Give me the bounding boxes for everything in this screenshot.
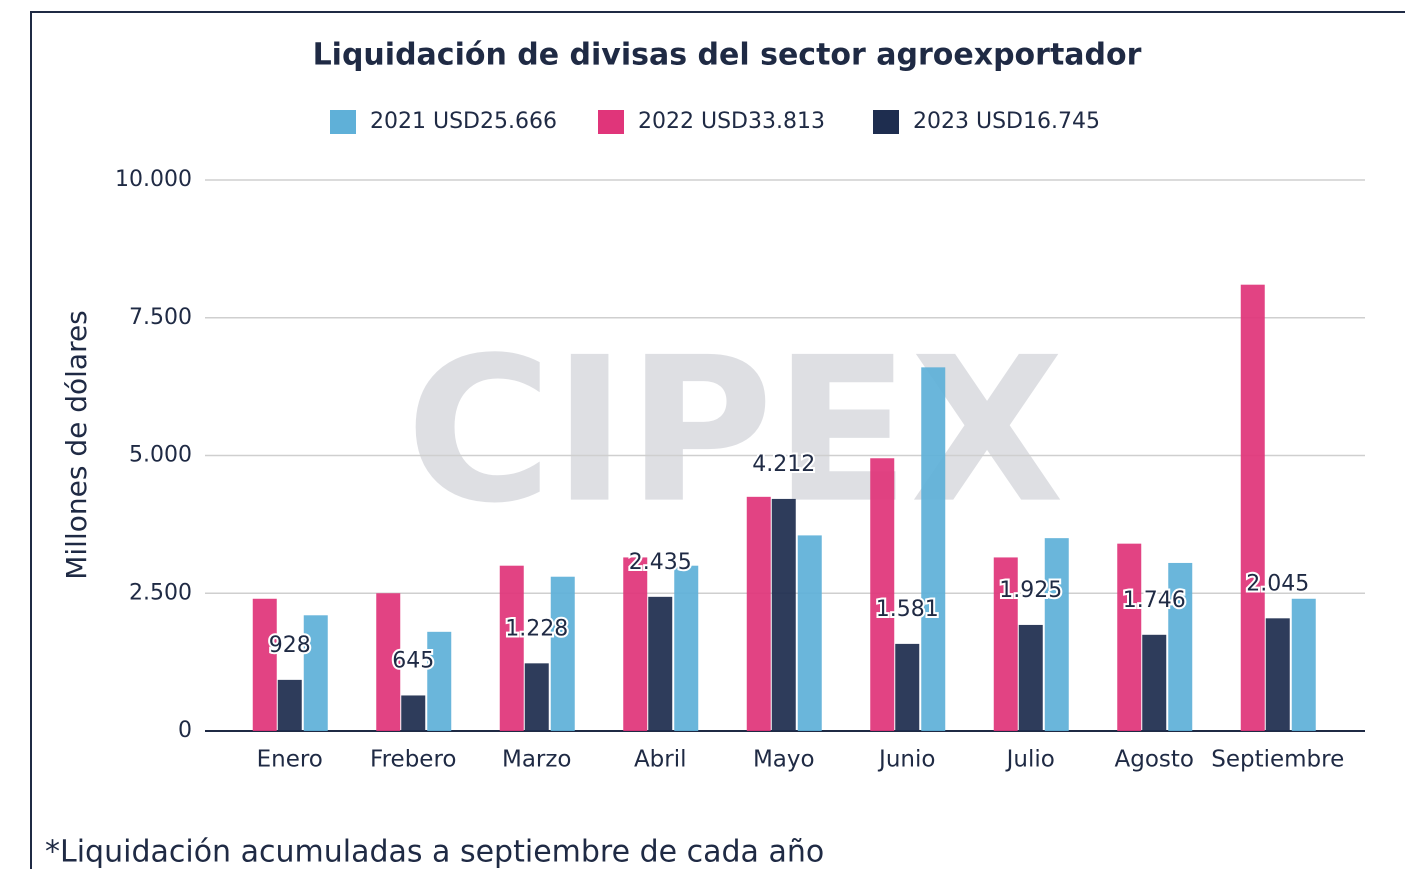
data-label: 2.435 <box>629 550 692 575</box>
bar <box>1018 624 1043 731</box>
bar <box>499 565 524 731</box>
legend-swatch <box>330 110 356 134</box>
y-axis-label: Millones de dólares <box>60 310 93 580</box>
bar <box>895 643 920 731</box>
bar <box>550 576 575 731</box>
bar <box>1240 284 1265 731</box>
bar <box>1168 562 1193 731</box>
bar <box>648 596 673 731</box>
bar <box>623 557 648 731</box>
bar <box>303 615 328 731</box>
bar <box>870 458 895 731</box>
legend-swatch <box>873 110 899 134</box>
y-tick-label: 0 <box>178 718 192 743</box>
x-tick-label: Julio <box>1005 747 1055 773</box>
bar <box>1291 598 1316 731</box>
y-tick-label: 7.500 <box>129 305 192 330</box>
data-label: 1.581 <box>876 597 939 622</box>
y-tick-label: 2.500 <box>129 580 192 605</box>
data-label: 1.925 <box>999 578 1062 603</box>
x-tick-label: Septiembre <box>1211 747 1344 773</box>
bar <box>252 598 277 731</box>
legend-label: 2023 USD16.745 <box>913 109 1100 134</box>
bar <box>376 593 401 731</box>
frame <box>30 11 1405 869</box>
data-label: 4.212 <box>752 452 815 477</box>
bar <box>1117 543 1142 731</box>
chart-title: Liquidación de divisas del sector agroex… <box>313 38 1142 73</box>
bar <box>1142 634 1167 731</box>
data-label: 1.228 <box>505 616 568 641</box>
bar <box>1044 538 1069 731</box>
bar <box>993 557 1018 731</box>
y-tick-label: 5.000 <box>129 443 192 468</box>
bar <box>771 498 796 731</box>
footnote: *Liquidación acumuladas a septiembre de … <box>45 835 824 869</box>
y-tick-label: 10.000 <box>115 167 192 192</box>
x-tick-label: Enero <box>257 747 323 773</box>
legend-label: 2022 USD33.813 <box>638 109 825 134</box>
data-label: 1.746 <box>1123 588 1186 613</box>
legend-label: 2021 USD25.666 <box>370 109 557 134</box>
watermark: CIPEX <box>406 315 1065 548</box>
bar <box>1265 618 1290 731</box>
x-tick-label: Junio <box>877 747 935 773</box>
x-tick-label: Agosto <box>1115 747 1194 773</box>
bar <box>524 663 549 731</box>
bar <box>674 565 699 731</box>
bar <box>427 631 452 731</box>
x-tick-label: Mayo <box>753 747 815 773</box>
data-label: 928 <box>269 633 311 658</box>
data-label: 645 <box>392 648 434 673</box>
x-tick-label: Frebero <box>370 747 456 773</box>
bar <box>746 496 771 731</box>
bar <box>797 535 822 731</box>
legend-swatch <box>598 110 624 134</box>
data-label: 2.045 <box>1246 571 1309 596</box>
x-tick-label: Marzo <box>502 747 572 773</box>
bar <box>277 679 302 731</box>
x-tick-label: Abril <box>634 747 687 773</box>
bar <box>401 695 426 731</box>
bar <box>921 367 946 731</box>
